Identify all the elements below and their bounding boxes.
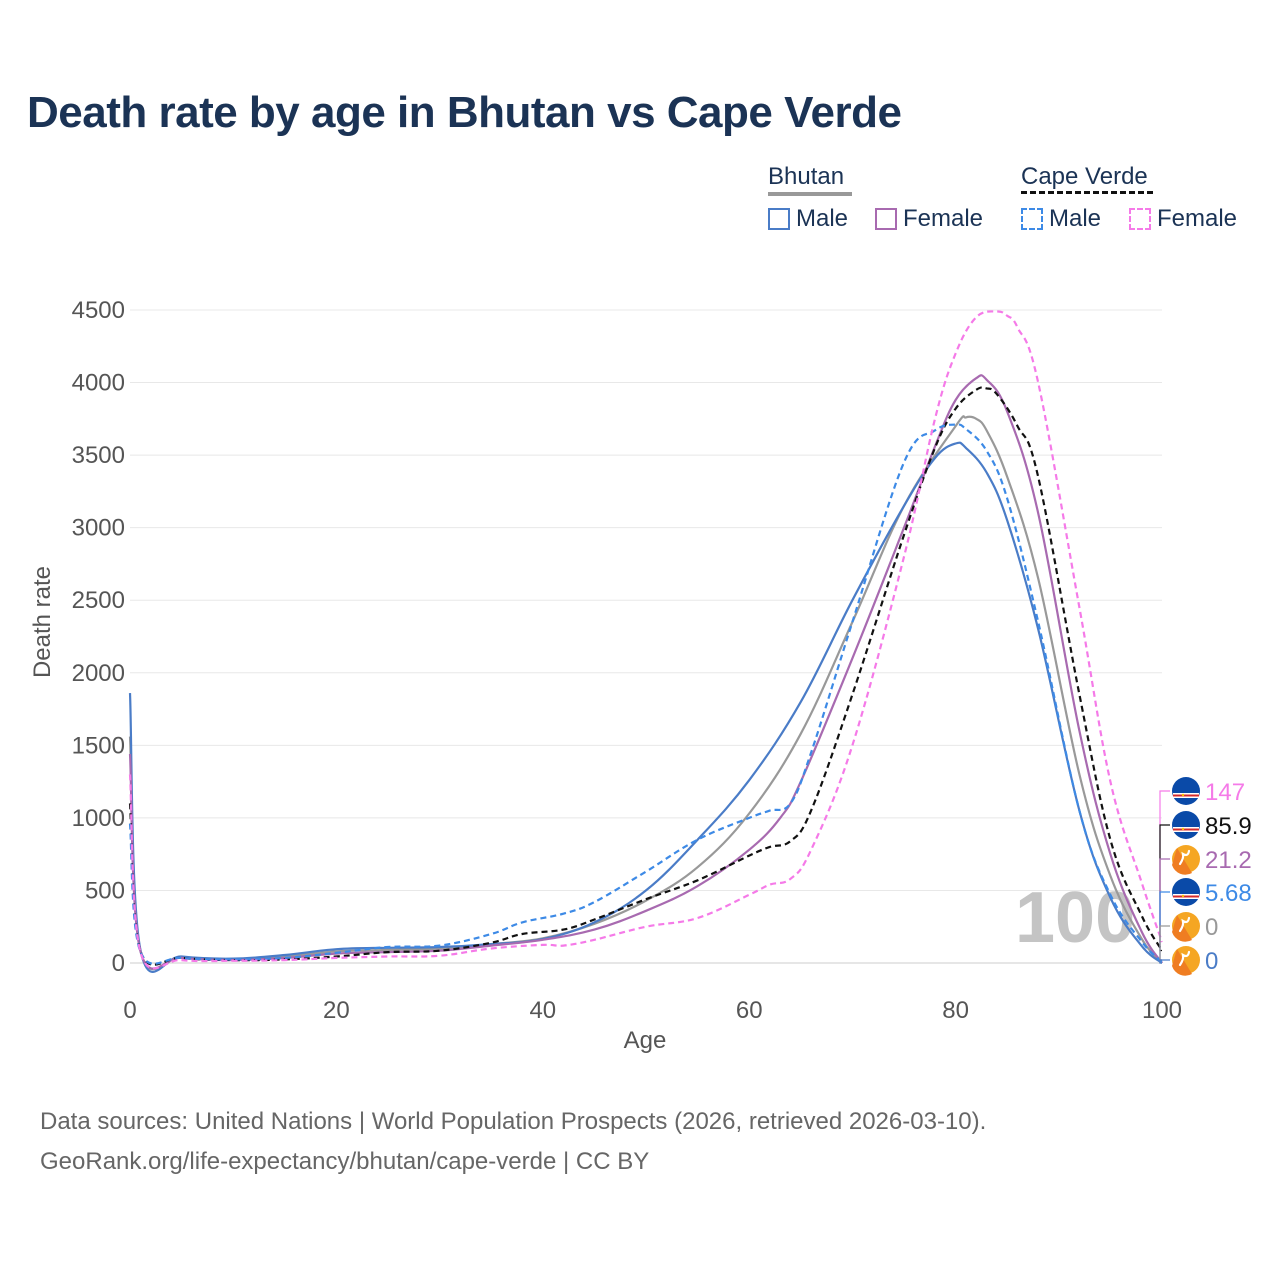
y-tick-label: 4000	[72, 370, 125, 397]
y-axis-label: Death rate	[29, 566, 56, 678]
bhutan-flag-icon	[1172, 912, 1200, 942]
y-tick-label: 1000	[72, 805, 125, 832]
legend-item-bhutan-female[interactable]: Female	[875, 205, 983, 233]
legend-label-bhutan-female: Female	[903, 205, 984, 232]
x-tick-label: 20	[323, 997, 350, 1024]
legend-item-bhutan-male[interactable]: Male	[768, 205, 848, 233]
y-tick-label: 2000	[72, 660, 125, 687]
bhutan-flag-icon	[1172, 946, 1200, 976]
y-tick-label: 3000	[72, 515, 125, 542]
series-line-bhutan-female[interactable]	[128, 374, 1163, 970]
legend-group-cape-verde[interactable]: Cape Verde	[1021, 163, 1148, 190]
legend-group-bhutan[interactable]: Bhutan	[768, 163, 845, 190]
legend-swatch-bhutan-female	[875, 208, 897, 230]
series-line-bhutan-male[interactable]	[128, 441, 1163, 973]
series-lines	[128, 310, 1164, 973]
end-label-value: 0	[1205, 914, 1218, 941]
x-tick-label: 0	[123, 997, 136, 1024]
end-label-connector	[1159, 959, 1170, 964]
end-labels: 147 85.9 21.2 5.68 0 0	[1159, 777, 1252, 976]
y-tick-label: 4500	[72, 297, 125, 324]
year-watermark: 100	[1015, 878, 1135, 958]
chart-title: Death rate by age in Bhutan vs Cape Verd…	[27, 88, 902, 137]
x-tick-label: 40	[529, 997, 556, 1024]
cape-verde-flag-icon	[1172, 777, 1200, 805]
x-axis-ticks: 0 20 40 60 80 100	[123, 997, 1182, 1024]
x-axis-label: Age	[624, 1027, 667, 1054]
cape-verde-flag-icon	[1172, 811, 1200, 839]
end-label-connector	[1159, 824, 1170, 952]
series-line-cape-verde-male[interactable]	[128, 423, 1163, 965]
x-tick-label: 100	[1142, 997, 1182, 1024]
legend-swatch-cape-verde-female	[1129, 208, 1151, 230]
end-label-connector	[1159, 891, 1170, 963]
legend-bhutan-total-swatch	[768, 192, 852, 196]
legend-swatch-cape-verde-male	[1021, 208, 1043, 230]
x-tick-label: 80	[942, 997, 969, 1024]
legend-item-cape-verde-female[interactable]: Female	[1129, 205, 1237, 233]
y-axis-ticks: 0 500 1000 1500 2000 2500 3000 3500 4000 4500	[72, 297, 125, 977]
end-label-connector	[1159, 858, 1170, 961]
series-line-cape-verde-total[interactable]	[128, 386, 1163, 966]
source-url[interactable]: GeoRank.org/life-expectancy/bhutan/cape-…	[40, 1148, 650, 1175]
cape-verde-flag-icon	[1172, 878, 1200, 906]
end-label-value: 21.2	[1205, 847, 1252, 874]
y-tick-label: 500	[85, 877, 125, 904]
legend-item-cape-verde-male[interactable]: Male	[1021, 205, 1101, 233]
end-label-value: 5.68	[1205, 880, 1252, 907]
y-tick-label: 0	[112, 950, 125, 977]
end-label-value: 0	[1205, 948, 1218, 975]
legend-swatch-bhutan-male	[768, 208, 790, 230]
legend-cape-verde-total-swatch	[1021, 191, 1153, 194]
end-label-connector	[1159, 790, 1170, 943]
x-tick-label: 60	[736, 997, 763, 1024]
series-line-bhutan-total[interactable]	[128, 415, 1163, 971]
y-tick-label: 3500	[72, 442, 125, 469]
legend-label-bhutan-male: Male	[796, 205, 849, 232]
end-label-connector	[1159, 925, 1170, 964]
series-line-cape-verde-female[interactable]	[128, 310, 1164, 970]
end-label-value: 85.9	[1205, 813, 1252, 840]
bhutan-flag-icon	[1172, 845, 1200, 875]
legend-label-cape-verde-female: Female	[1157, 205, 1238, 232]
source-text: Data sources: United Nations | World Pop…	[40, 1108, 987, 1135]
y-tick-label: 1500	[72, 732, 125, 759]
y-tick-label: 2500	[72, 587, 125, 614]
end-label-value: 147	[1205, 779, 1245, 806]
legend-label-cape-verde-male: Male	[1049, 205, 1102, 232]
